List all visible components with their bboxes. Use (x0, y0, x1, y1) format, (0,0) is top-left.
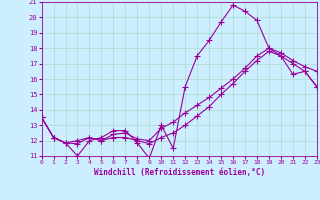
X-axis label: Windchill (Refroidissement éolien,°C): Windchill (Refroidissement éolien,°C) (94, 168, 265, 177)
